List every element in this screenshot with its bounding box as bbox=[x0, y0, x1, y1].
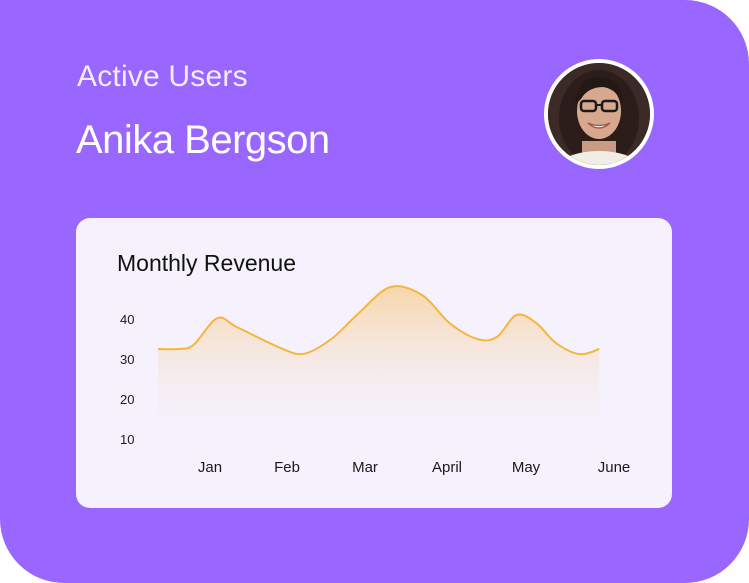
x-tick-label: Jan bbox=[198, 459, 222, 476]
x-tick-label: Mar bbox=[352, 459, 378, 476]
x-tick-label: April bbox=[432, 459, 462, 476]
y-tick-label: 30 bbox=[120, 352, 134, 367]
y-tick-label: 40 bbox=[120, 312, 134, 327]
y-tick-label: 10 bbox=[120, 432, 134, 447]
y-tick-label: 20 bbox=[120, 392, 134, 407]
revenue-line bbox=[157, 285, 600, 356]
revenue-area bbox=[158, 286, 600, 448]
revenue-chart: 10 20 30 40 Jan Feb Mar April May June bbox=[120, 285, 631, 476]
x-tick-label: May bbox=[512, 459, 541, 476]
avatar[interactable] bbox=[544, 59, 654, 169]
user-name: Anika Bergson bbox=[76, 118, 330, 162]
chart-title: Monthly Revenue bbox=[117, 250, 296, 276]
x-tick-label: June bbox=[598, 459, 631, 476]
x-tick-label: Feb bbox=[274, 459, 300, 476]
card-subtitle: Active Users bbox=[77, 60, 248, 93]
avatar-photo-icon bbox=[548, 63, 650, 165]
